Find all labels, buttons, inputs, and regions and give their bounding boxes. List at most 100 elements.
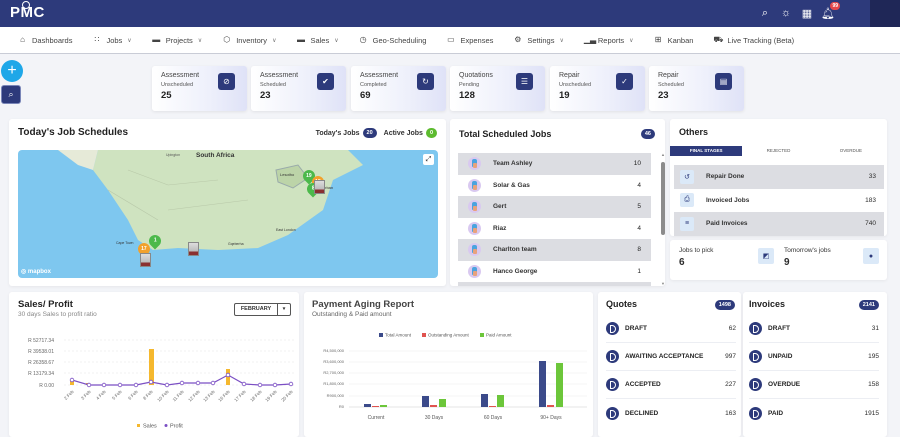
- list-item[interactable]: ⎙ Invoiced Jobs 183: [674, 189, 884, 213]
- list-scrollbar[interactable]: ▲ ▼: [660, 152, 666, 286]
- team-name: Riaz: [493, 224, 507, 232]
- stat-quotations-pending[interactable]: Quotations Pending 128 ☰: [450, 66, 545, 111]
- team-count: 4: [637, 181, 641, 189]
- month-dropdown[interactable]: FEBRUARY ▾: [234, 303, 291, 316]
- list-item[interactable]: Riaz 4: [458, 218, 651, 240]
- scroll-down-icon[interactable]: ▼: [661, 281, 665, 286]
- list-item[interactable]: ACCEPTED 227: [606, 371, 736, 399]
- svg-text:R1,800,000: R1,800,000: [323, 381, 344, 386]
- building-icon[interactable]: [314, 180, 325, 194]
- building-icon[interactable]: [140, 253, 151, 267]
- panel-title: Invoices: [749, 299, 786, 309]
- nav-kanban[interactable]: ⊞ Kanban: [654, 36, 694, 45]
- nav-reports[interactable]: ▁▃ Reports ∨: [584, 36, 634, 45]
- nav-live-tracking[interactable]: ⛟ Live Tracking (Beta): [713, 36, 794, 45]
- logo-text: PMC: [10, 4, 45, 21]
- svg-text:R2,700,000: R2,700,000: [323, 370, 344, 375]
- apps-grid-icon[interactable]: ▦: [801, 7, 813, 20]
- svg-text:R 0.00: R 0.00: [39, 383, 54, 389]
- tab-overdue[interactable]: OVERDUE: [839, 148, 862, 153]
- job-map[interactable]: South Africa Upington Lesotho Durban Eas…: [18, 150, 438, 278]
- list-item[interactable]: PAID 1915: [749, 399, 879, 427]
- nav-label: Expenses: [460, 35, 494, 45]
- nav-dashboards[interactable]: ⌂ Dashboards: [18, 36, 72, 45]
- list-item[interactable]: OVERDUE 158: [749, 371, 879, 399]
- tab-final-stages[interactable]: FINAL STAGES: [670, 146, 743, 156]
- list-item[interactable]: Hanco George 1: [458, 261, 651, 283]
- nav-geo-scheduling[interactable]: ◷ Geo-Scheduling: [359, 36, 427, 45]
- team-name: Hanco George: [493, 267, 538, 275]
- stat-repair-scheduled[interactable]: Repair Scheduled 23 ▤: [649, 66, 744, 111]
- tab-rejected[interactable]: REJECTED: [766, 148, 791, 153]
- nav-projects[interactable]: ▬ Projects ∨: [152, 35, 202, 45]
- app-logo[interactable]: PMC: [10, 1, 45, 21]
- status-label: DECLINED: [625, 409, 659, 417]
- building-icon[interactable]: [188, 242, 199, 256]
- map-label-durban: Durban: [320, 185, 334, 190]
- stat-repair-unscheduled[interactable]: Repair Unscheduled 19 ✓: [550, 66, 645, 111]
- team-count: 10: [633, 160, 641, 168]
- nav-sales[interactable]: ▬ Sales ∨: [296, 35, 339, 45]
- bar-chart-icon: ▁▃: [583, 35, 597, 44]
- scroll-up-icon[interactable]: ▲: [661, 152, 665, 157]
- map-land: [58, 150, 363, 250]
- svg-text:11 Feb: 11 Feb: [171, 389, 185, 403]
- scroll-thumb[interactable]: [661, 162, 665, 235]
- nav-expenses[interactable]: ▭ Expenses: [446, 36, 493, 45]
- stat-title: Assessment: [360, 72, 399, 79]
- stat-value: 19: [559, 90, 570, 101]
- nav-settings[interactable]: ⚙ Settings ∨: [513, 36, 564, 45]
- repair-icon: ↺: [680, 169, 694, 184]
- status-label: PAID: [768, 409, 784, 417]
- sales-icon: ▬: [296, 35, 305, 44]
- nav-label: Sales: [310, 35, 330, 45]
- list-item[interactable]: AWAITING ACCEPTANCE 997: [606, 343, 736, 371]
- stat-subtitle: Unscheduled: [559, 82, 592, 88]
- stat-value: 128: [459, 90, 475, 101]
- sun-icon[interactable]: ☼: [780, 7, 792, 19]
- list-item[interactable]: DECLINED 163: [606, 399, 736, 427]
- stat-subtitle: Unscheduled: [161, 82, 194, 88]
- list-item[interactable]: DRAFT 62: [606, 315, 736, 343]
- tag-icon: ⊘: [218, 73, 235, 90]
- list-item[interactable]: Team Ashley 10: [458, 153, 651, 175]
- mapbox-logo[interactable]: ◎ mapbox: [21, 269, 51, 275]
- list-item[interactable]: DRAFT 31: [749, 315, 879, 343]
- list-item[interactable]: UNPAID 195: [749, 343, 879, 371]
- nav-label: Geo-Scheduling: [372, 35, 427, 45]
- projects-icon: ▬: [152, 35, 161, 44]
- nav-inventory[interactable]: ⬡ Inventory ∨: [222, 36, 276, 45]
- list-item[interactable]: ≡ Paid Invoices 740: [674, 212, 884, 236]
- svg-text:Total Amount: Total Amount: [385, 333, 412, 338]
- jobs-to-pick-value: 6: [679, 257, 685, 268]
- status-count: 1915: [864, 409, 879, 417]
- panel-subtitle: 30 days Sales to profit ratio: [18, 311, 97, 318]
- bell-icon[interactable]: 🔔︎ 99: [821, 2, 840, 20]
- top-bar: PMC ⌕ ☼ ▦ 🔔︎ 99: [0, 0, 870, 27]
- fullscreen-icon[interactable]: ⤢: [423, 154, 434, 165]
- caret-down-icon[interactable]: ▾: [282, 306, 286, 312]
- stat-assessment-unscheduled[interactable]: Assessment Unscheduled 25 ⊘: [152, 66, 247, 111]
- add-button[interactable]: +: [1, 60, 23, 82]
- nav-jobs[interactable]: ∷ Jobs ∨: [92, 36, 131, 45]
- stat-assessment-completed[interactable]: Assessment Completed 69 ↻: [351, 66, 446, 111]
- svg-text:6 Feb: 6 Feb: [127, 389, 139, 401]
- list-item[interactable]: Solar & Gas 4: [458, 175, 651, 197]
- stat-assessment-scheduled[interactable]: Assessment Scheduled 23 ✔: [251, 66, 346, 111]
- invoices-panel: Invoices 2141 DRAFT 31 UNPAID 195 OVERDUE 1…: [743, 292, 887, 437]
- svg-text:16 Feb: 16 Feb: [217, 389, 231, 403]
- card-icon: ▭: [447, 35, 455, 44]
- svg-text:5 Feb: 5 Feb: [111, 389, 123, 401]
- svg-text:Sales: Sales: [143, 424, 157, 430]
- search-icon[interactable]: ⌕: [761, 6, 769, 19]
- list-item[interactable]: Gert 5: [458, 196, 651, 218]
- list-item[interactable]: Charlton team 8: [458, 239, 651, 261]
- quick-search-button[interactable]: ⌕: [1, 85, 21, 104]
- map-label-lesotho: Lesotho: [280, 172, 295, 177]
- gear-icon: ⚙: [514, 35, 522, 44]
- list-item[interactable]: ↺ Repair Done 33: [674, 165, 884, 189]
- kanban-icon: ⊞: [654, 35, 662, 44]
- panel-title: Today's Job Schedules: [18, 127, 128, 138]
- list-item[interactable]: [458, 282, 651, 286]
- team-count: 5: [637, 203, 641, 211]
